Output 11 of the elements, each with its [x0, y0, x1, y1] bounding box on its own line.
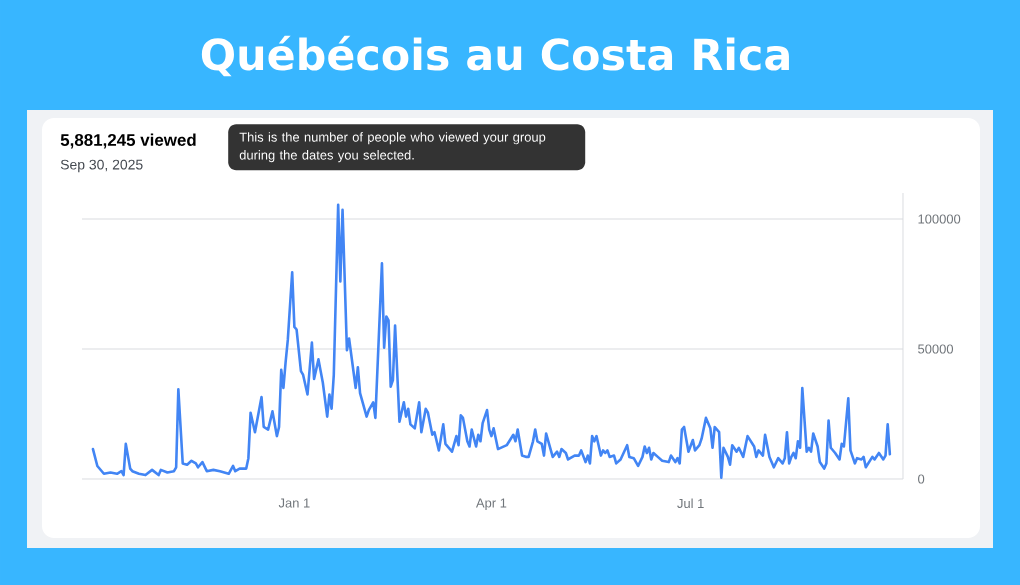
- y-tick-label: 50000: [918, 344, 954, 354]
- x-tick-label: Jul 1: [677, 498, 704, 509]
- chart-subtitle: 5,881,245 viewed: [60, 133, 196, 149]
- y-tick-label: 100000: [918, 214, 961, 224]
- text: This is the number of people who viewed your group during the dates you selected.: [239, 132, 546, 163]
- x-tick-label: Jan 1: [278, 498, 310, 508]
- chart-title: Québécois au Costa Rica: [201, 35, 789, 77]
- line-series: [91, 203, 892, 479]
- text: Sep 30, 2025: [60, 159, 143, 173]
- y-tick-label: 0: [918, 474, 925, 484]
- x-tick-label: Apr 1: [475, 498, 507, 511]
